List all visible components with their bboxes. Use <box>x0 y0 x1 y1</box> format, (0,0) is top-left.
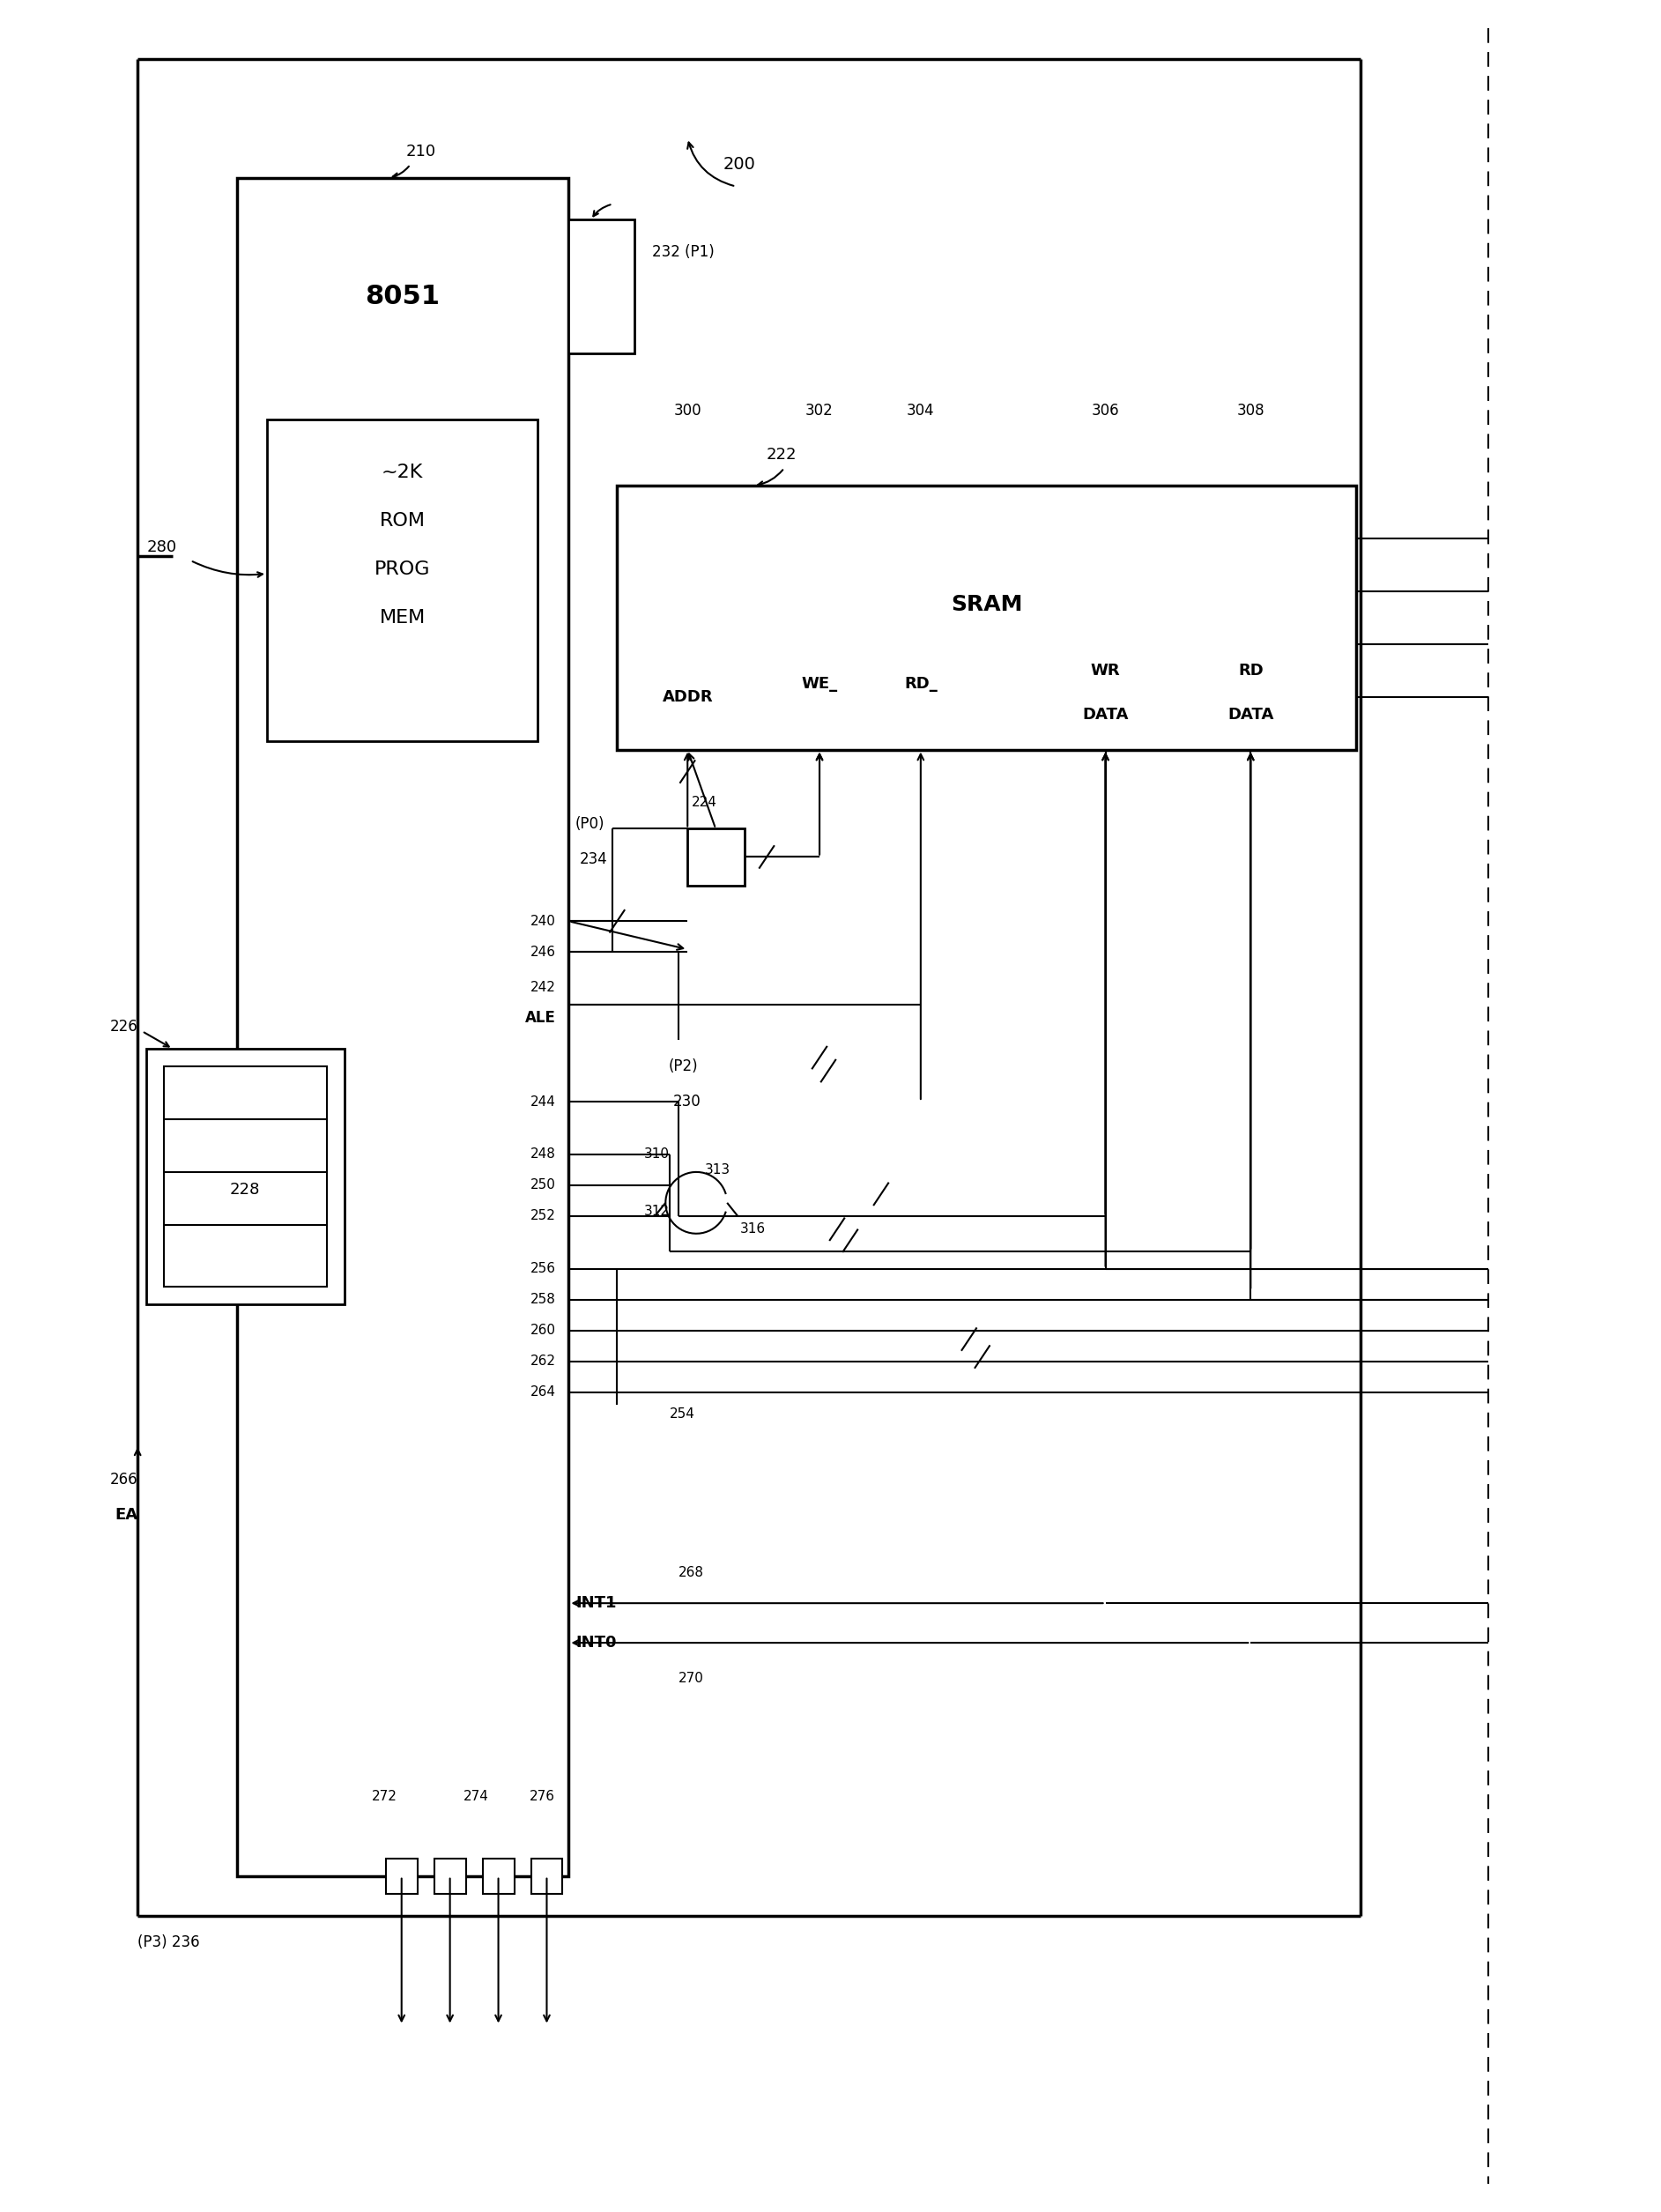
Text: INT1: INT1 <box>576 1595 616 1610</box>
Text: DATA: DATA <box>1227 706 1274 723</box>
Text: (P0): (P0) <box>575 816 605 832</box>
Text: 248: 248 <box>530 1148 555 1161</box>
Bar <box>482 1858 515 1893</box>
Text: 276: 276 <box>530 1790 555 1803</box>
Text: RD_: RD_ <box>904 675 937 692</box>
Text: 312: 312 <box>643 1206 669 1219</box>
Text: 228: 228 <box>229 1181 261 1197</box>
Text: 8051: 8051 <box>365 283 440 310</box>
Text: 258: 258 <box>530 1294 555 1307</box>
Text: 310: 310 <box>643 1148 669 1161</box>
Text: 270: 270 <box>679 1672 704 1686</box>
Text: ADDR: ADDR <box>663 688 713 706</box>
Text: EA: EA <box>115 1506 138 1524</box>
Text: INT0: INT0 <box>576 1635 616 1650</box>
Text: 246: 246 <box>530 945 555 958</box>
Text: 304: 304 <box>907 403 935 418</box>
Text: 260: 260 <box>530 1323 555 1336</box>
Text: SRAM: SRAM <box>950 593 1023 615</box>
Text: (P3) 236: (P3) 236 <box>138 1933 199 1951</box>
Text: 316: 316 <box>741 1223 766 1237</box>
Text: MEM: MEM <box>379 608 425 626</box>
Text: 230: 230 <box>673 1093 701 1110</box>
Text: 224: 224 <box>693 796 718 810</box>
Text: 264: 264 <box>530 1385 555 1398</box>
Bar <box>267 420 538 741</box>
Bar <box>146 1048 344 1305</box>
Text: 300: 300 <box>674 403 701 418</box>
Text: DATA: DATA <box>1083 706 1128 723</box>
Text: 240: 240 <box>530 914 555 927</box>
Text: 254: 254 <box>669 1407 696 1420</box>
Text: 242: 242 <box>530 980 555 993</box>
Text: PROG: PROG <box>374 560 430 577</box>
Bar <box>688 830 744 887</box>
Text: 266: 266 <box>110 1471 138 1489</box>
Text: 256: 256 <box>530 1263 555 1276</box>
Text: 244: 244 <box>530 1095 555 1108</box>
Text: 302: 302 <box>806 403 834 418</box>
Bar <box>238 177 568 1876</box>
Text: 232 (P1): 232 (P1) <box>653 246 714 261</box>
Bar <box>618 487 1357 750</box>
Text: ROM: ROM <box>379 511 425 529</box>
Text: 306: 306 <box>1091 403 1120 418</box>
Text: RD: RD <box>1237 661 1264 679</box>
Text: 200: 200 <box>723 157 756 173</box>
Text: 226: 226 <box>110 1020 138 1035</box>
Text: 262: 262 <box>530 1354 555 1367</box>
Text: 250: 250 <box>530 1179 555 1192</box>
Text: 274: 274 <box>463 1790 488 1803</box>
Text: 313: 313 <box>706 1164 731 1177</box>
Text: 222: 222 <box>767 447 797 462</box>
Text: WR: WR <box>1091 661 1120 679</box>
Text: ALE: ALE <box>525 1011 555 1026</box>
Bar <box>568 219 635 354</box>
Text: 308: 308 <box>1237 403 1264 418</box>
Text: 268: 268 <box>679 1566 704 1579</box>
Bar <box>532 1858 563 1893</box>
Text: 272: 272 <box>372 1790 397 1803</box>
Text: 234: 234 <box>580 852 608 867</box>
Text: (P2): (P2) <box>668 1060 698 1075</box>
Bar <box>164 1066 327 1287</box>
Text: 210: 210 <box>405 144 437 159</box>
Text: WE_: WE_ <box>801 675 837 692</box>
Text: 252: 252 <box>530 1210 555 1223</box>
Text: 280: 280 <box>148 540 178 555</box>
Bar <box>385 1858 417 1893</box>
Text: ~2K: ~2K <box>382 465 424 482</box>
Bar <box>434 1858 465 1893</box>
